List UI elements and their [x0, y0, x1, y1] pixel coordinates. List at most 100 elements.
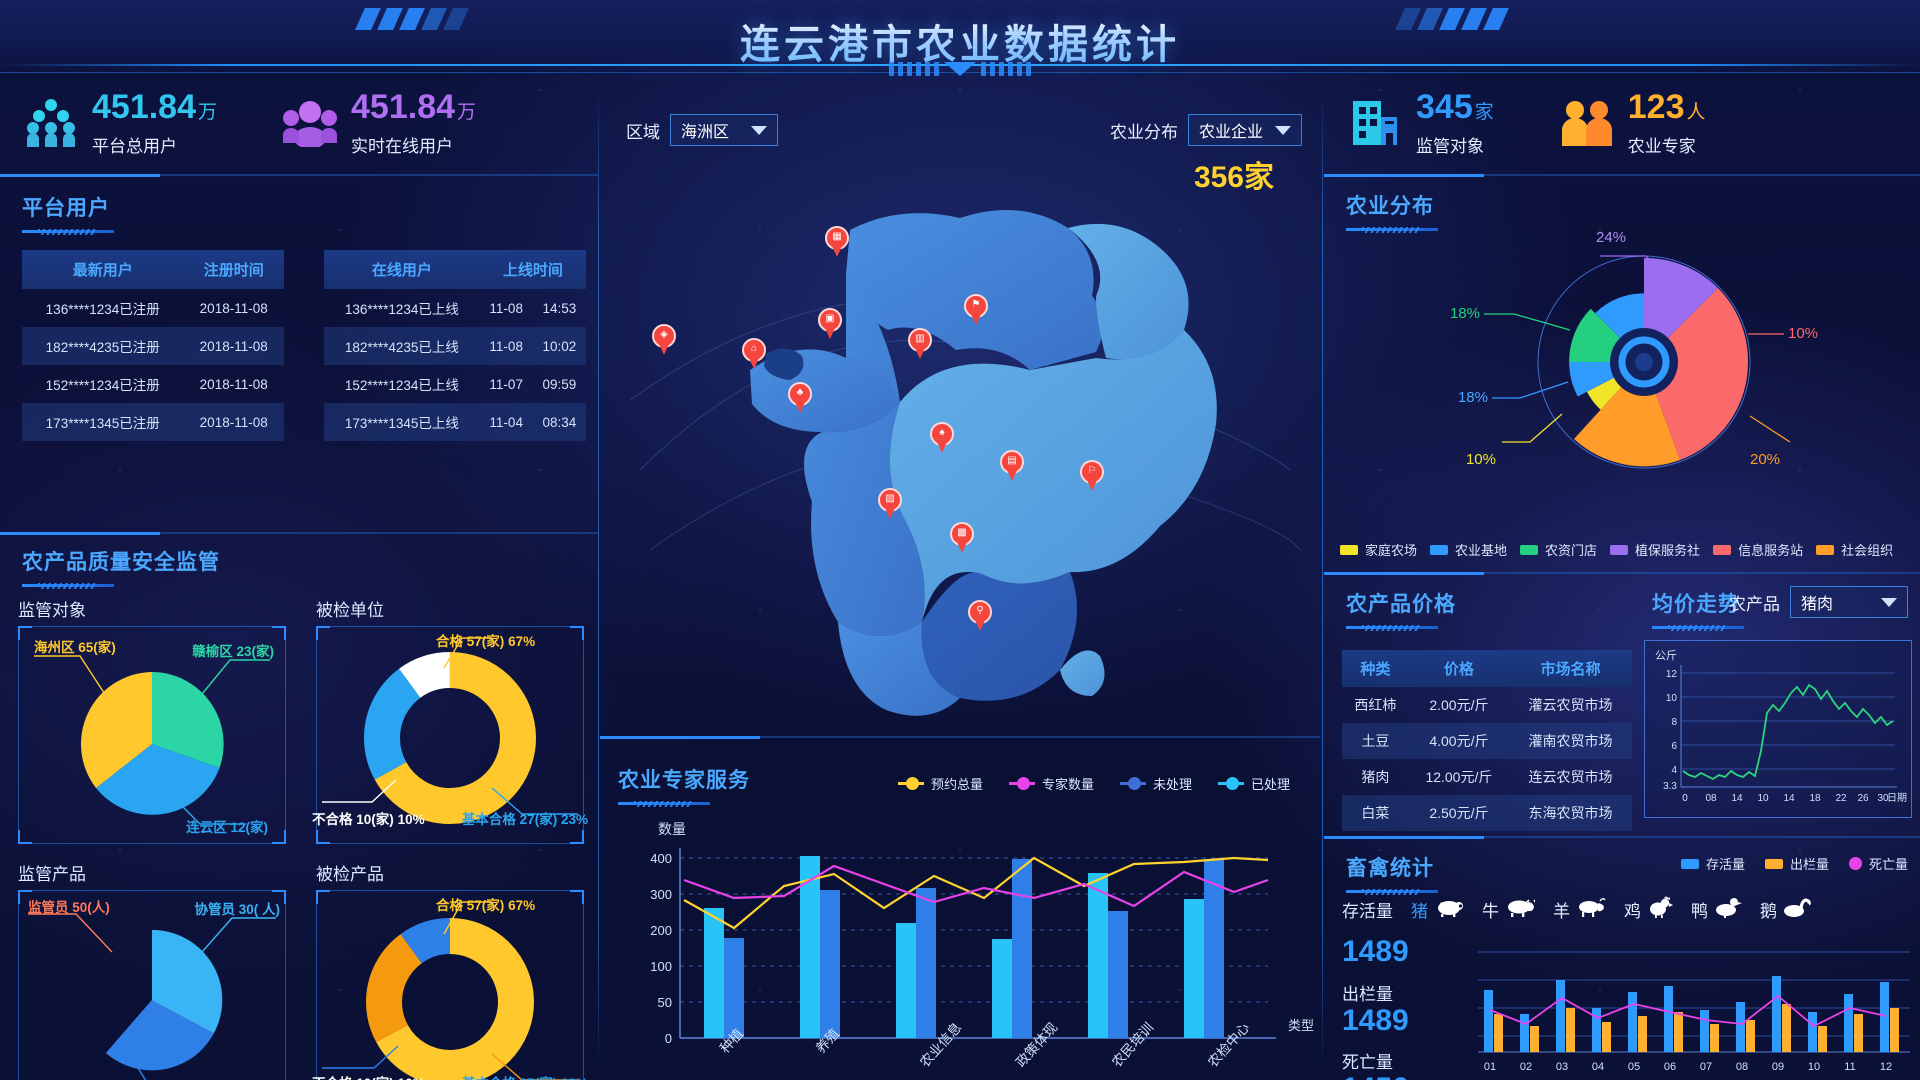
- left-kpi-row: 451.84 万 平台总用户 451.8: [0, 80, 598, 166]
- svg-text:09: 09: [1772, 1061, 1784, 1073]
- chart-supervision-target[interactable]: 海州区 65(家) 赣榆区 23(家) 连云区 12(家): [18, 626, 286, 844]
- table-row[interactable]: 白菜 2.50元/斤 东海农贸市场: [1342, 795, 1632, 831]
- animal-goat[interactable]: 羊: [1553, 897, 1606, 922]
- table-row[interactable]: 136****1234已注册 2018-11-08: [22, 289, 284, 327]
- cell-market: 连云农贸市场: [1528, 769, 1613, 785]
- legend-item-social-org[interactable]: 社会组织: [1816, 540, 1893, 559]
- svg-text:18: 18: [1809, 793, 1821, 804]
- animal-chicken[interactable]: 鸡: [1624, 896, 1673, 923]
- cell-type: 土豆: [1342, 723, 1409, 759]
- map-pin-7[interactable]: ♣: [788, 382, 812, 414]
- cell-user: 173****1345已上线: [324, 403, 480, 441]
- region-filter: 区域 海洲区: [626, 114, 778, 146]
- donut-percent-basic: 23%: [560, 812, 588, 827]
- map-pin-6[interactable]: ◈: [652, 324, 676, 356]
- kpi-supervision-label: 监管对象: [1416, 136, 1484, 156]
- users-group-icon: [24, 96, 78, 150]
- price-col-type: 种类: [1342, 650, 1409, 687]
- rose-legend: 家庭农场 农业基地 农资门店 植保服务社 信息服务站 社会组织: [1340, 540, 1893, 559]
- table-row[interactable]: 猪肉 12.00元/斤 连云农贸市场: [1342, 759, 1632, 795]
- chart-inspected-product[interactable]: 合格 57(家) 67% 不合格 10(家) 10% 基本合格 27(家) 23…: [312, 890, 588, 1080]
- legend-label-handled: 已处理: [1251, 777, 1291, 792]
- legend-item-info-station[interactable]: 信息服务站: [1713, 540, 1803, 559]
- map-pin-4[interactable]: ⌂: [742, 338, 766, 370]
- legend-item-supply-store[interactable]: 农资门店: [1520, 540, 1597, 559]
- table-row[interactable]: 152****1234已注册 2018-11-08: [22, 365, 284, 403]
- map-pin-5[interactable]: ▥: [908, 328, 932, 360]
- kpi-total-users: 451.84 万 平台总用户: [24, 80, 217, 166]
- map-pin-2[interactable]: ▣: [818, 308, 842, 340]
- map-pin-10[interactable]: ⚐: [1080, 460, 1104, 492]
- rose-percent-6: 20%: [1750, 451, 1780, 468]
- price-col-market: 市场名称: [1509, 650, 1632, 687]
- agri-distribution-title: 农业分布: [1346, 195, 1434, 218]
- map-pin-11[interactable]: ▨: [878, 488, 902, 520]
- expert-section-divider: [600, 736, 1320, 739]
- cell-price: 4.00元/斤: [1408, 723, 1509, 759]
- svg-text:400: 400: [650, 851, 672, 866]
- donut2-unit-basic: (家): [535, 1076, 558, 1080]
- animal-pig[interactable]: 猪: [1411, 897, 1464, 922]
- pie-value-supervisor: 50: [72, 900, 88, 915]
- map-pin-13[interactable]: ⚲: [968, 600, 992, 632]
- table-row[interactable]: 西红柿 2.00元/斤 灌云农贸市场: [1342, 687, 1632, 723]
- center-panel: 区域 海洲区 农业分布 农业企业 356家: [600, 74, 1320, 1080]
- donut-unit-unqualified: (家): [371, 812, 394, 827]
- animal-goose[interactable]: 鹅: [1760, 896, 1811, 923]
- building-icon: [1348, 96, 1402, 150]
- map-pin-8[interactable]: ♠: [930, 422, 954, 454]
- cell-date: 11-08: [489, 300, 523, 316]
- rose-percent-1: 10%: [1466, 451, 1496, 468]
- svg-text:200: 200: [650, 923, 672, 938]
- chart-supervision-product[interactable]: 监管员 50(人) 协管员 30( 人) 内检员 20(人): [18, 890, 286, 1080]
- animal-cow[interactable]: 牛: [1482, 897, 1537, 922]
- svg-text:08: 08: [1736, 1061, 1748, 1073]
- agri-distribution-rose-chart[interactable]: 24% 10% 20% 10% 18% 18%: [1444, 202, 1844, 502]
- legend-label-info-station: 信息服务站: [1738, 543, 1804, 558]
- legend-item-booking[interactable]: 预约总量: [898, 774, 983, 793]
- map-pin-1[interactable]: ▦: [825, 226, 849, 258]
- legend-item-pending[interactable]: 未处理: [1120, 774, 1192, 793]
- distribution-select[interactable]: 农业企业: [1187, 114, 1302, 146]
- legend-item-family-farm[interactable]: 家庭农场: [1340, 540, 1417, 559]
- table-row[interactable]: 152****1234已上线 11-07 09:59: [324, 365, 586, 403]
- legend-item-experts[interactable]: 专家数量: [1009, 774, 1094, 793]
- table-row[interactable]: 182****4235已注册 2018-11-08: [22, 327, 284, 365]
- legend-item-death[interactable]: 死亡量: [1848, 854, 1908, 873]
- map-pin-12[interactable]: ▩: [950, 522, 974, 554]
- table-row[interactable]: 173****1345已注册 2018-11-08: [22, 403, 284, 441]
- cell-type: 白菜: [1342, 795, 1409, 831]
- people-icon: [283, 96, 338, 150]
- map-pin-9[interactable]: ▤: [1000, 450, 1024, 482]
- livestock-bar-chart[interactable]: 01 02 03 04 05 06 07 08 09 10 11 12: [1470, 930, 1916, 1080]
- svg-text:4: 4: [1671, 765, 1677, 776]
- table-row[interactable]: 182****4235已上线 11-08 10:02: [324, 327, 586, 365]
- legend-item-handled[interactable]: 已处理: [1218, 774, 1290, 793]
- legend-item-alive[interactable]: 存活量: [1680, 854, 1745, 873]
- livestock-section-divider: [1324, 836, 1920, 839]
- region-select[interactable]: 海洲区: [670, 114, 778, 146]
- table-row[interactable]: 173****1345已上线 11-04 08:34: [324, 403, 586, 441]
- animal-duck[interactable]: 鸭: [1691, 896, 1742, 923]
- legend-item-agri-base[interactable]: 农业基地: [1430, 540, 1507, 559]
- cell-user: 152****1234已注册: [45, 378, 160, 393]
- trend-product-value: 猪肉: [1801, 596, 1834, 613]
- trend-product-select[interactable]: 猪肉: [1790, 586, 1908, 618]
- expert-service-chart[interactable]: 数量 400 300 200 100 50 0 类型: [608, 814, 1320, 1080]
- legend-item-plant-protect[interactable]: 植保服务社: [1610, 540, 1700, 559]
- table-row[interactable]: 土豆 4.00元/斤 灌南农贸市场: [1342, 723, 1632, 759]
- trend-title: 均价走势: [1652, 593, 1740, 616]
- expert-legend: 预约总量 专家数量 未处理 已处理: [898, 774, 1290, 793]
- table-row[interactable]: 136****1234已上线 11-08 14:53: [324, 289, 586, 327]
- legend-item-slaughter[interactable]: 出栏量: [1764, 854, 1829, 873]
- cell-price: 2.00元/斤: [1429, 697, 1489, 713]
- svg-text:30: 30: [1877, 793, 1889, 804]
- svg-text:11: 11: [1844, 1061, 1855, 1073]
- region-map[interactable]: ▦ ▣ ⚑ ⌂ ▥ ◈ ♣ ♠ ▤ ⚐ ▨ ▩ ⚲: [600, 170, 1320, 730]
- map-pin-3[interactable]: ⚑: [964, 294, 988, 326]
- cell-user: 152****1234已上线: [344, 378, 459, 393]
- livestock-underline: [1346, 888, 1454, 896]
- chart-inspected-units[interactable]: 合格 57(家) 67% 不合格 10(家) 10% 基本合格 27(家) 23…: [312, 626, 588, 844]
- kpi-supervision-value: 345: [1416, 87, 1473, 126]
